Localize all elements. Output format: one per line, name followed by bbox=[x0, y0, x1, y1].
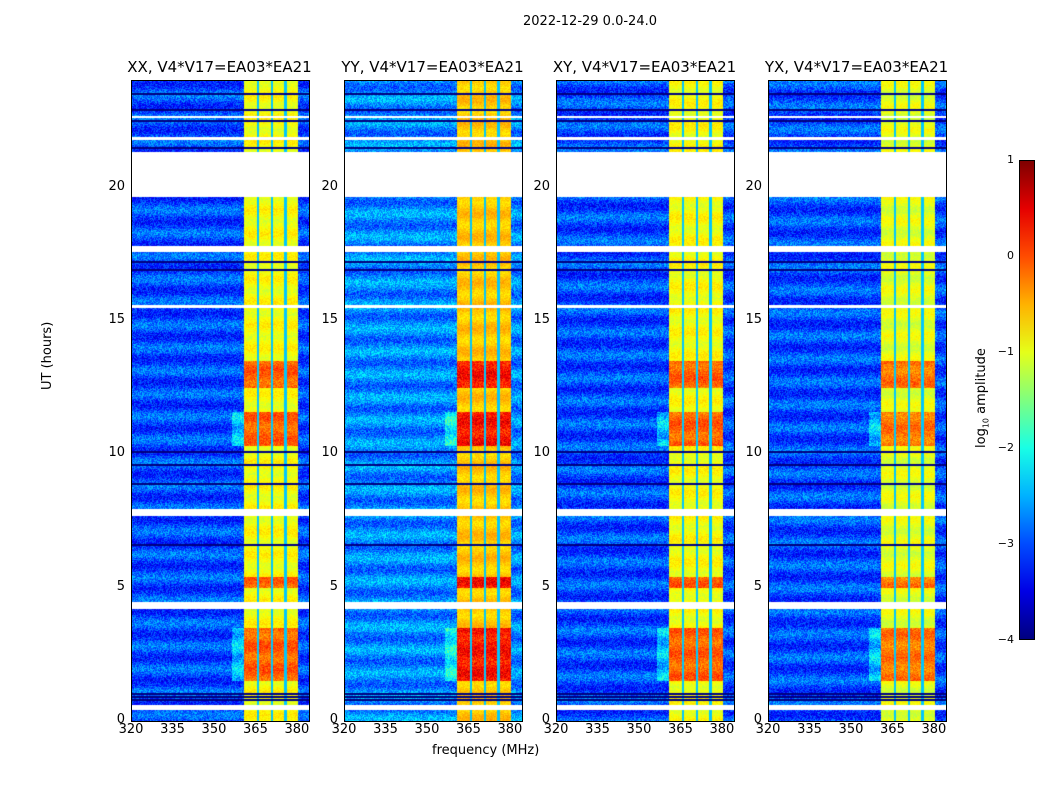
y-tick-label: 10 bbox=[108, 445, 125, 461]
x-tick-label: 335 bbox=[373, 722, 398, 737]
panel-title: YY, V4*V17=EA03*EA21 bbox=[341, 58, 524, 76]
x-tick-label: 365 bbox=[456, 722, 481, 737]
panel-title: XY, V4*V17=EA03*EA21 bbox=[552, 58, 737, 76]
panel-2: XY, V4*V17=EA03*EA21 0 5 10 15 20 320 335 350 365… bbox=[533, 58, 736, 737]
colorbar-tick-label: 1 bbox=[1007, 153, 1014, 166]
spectrogram-heatmap bbox=[556, 80, 735, 722]
x-tick-label: 320 bbox=[331, 722, 357, 737]
y-tick-label: 5 bbox=[329, 578, 338, 594]
y-tick-label: 10 bbox=[533, 445, 550, 461]
spectrogram-heatmap bbox=[344, 80, 523, 722]
y-tick-label: 0 bbox=[753, 712, 762, 727]
y-axis-label: UT (hours) bbox=[40, 321, 55, 390]
colorbar-tick-label: −1 bbox=[997, 345, 1014, 358]
colorbar bbox=[1019, 160, 1035, 640]
colorbar-tick-label: 0 bbox=[1007, 249, 1014, 262]
y-tick-label: 15 bbox=[533, 312, 550, 327]
colorbar-tick-label: −2 bbox=[997, 441, 1014, 454]
y-tick-label: 5 bbox=[541, 578, 550, 594]
panel-1: YY, V4*V17=EA03*EA21 0 5 10 15 20 320 335 350 365… bbox=[321, 58, 523, 737]
colorbar-tick-label: −4 bbox=[997, 633, 1014, 646]
y-tick-label: 20 bbox=[745, 178, 762, 194]
panel-title: YX, V4*V17=EA03*EA21 bbox=[764, 58, 949, 76]
colorbar-label: log10 amplitude bbox=[974, 348, 991, 448]
colorbar-tick-label: −3 bbox=[997, 537, 1014, 550]
y-tick-label: 15 bbox=[745, 312, 762, 327]
y-tick-label: 10 bbox=[321, 445, 338, 461]
y-tick-label: 15 bbox=[321, 312, 338, 327]
y-tick-label: 15 bbox=[108, 312, 125, 327]
x-tick-label: 365 bbox=[243, 722, 268, 737]
figure-title: 2022-12-29 0.0-24.0 bbox=[523, 14, 657, 29]
x-tick-label: 320 bbox=[543, 722, 569, 737]
x-tick-label: 380 bbox=[921, 722, 947, 737]
x-tick-label: 350 bbox=[626, 722, 652, 737]
y-tick-label: 20 bbox=[533, 178, 550, 194]
x-tick-label: 335 bbox=[585, 722, 610, 737]
x-tick-label: 365 bbox=[668, 722, 693, 737]
spectrogram-heatmap bbox=[131, 80, 310, 722]
x-tick-label: 335 bbox=[797, 722, 822, 737]
x-tick-label: 380 bbox=[497, 722, 523, 737]
x-tick-label: 335 bbox=[160, 722, 185, 737]
x-tick-label: 350 bbox=[414, 722, 440, 737]
y-tick-label: 20 bbox=[108, 178, 125, 194]
x-axis-label: frequency (MHz) bbox=[432, 743, 540, 758]
y-tick-label: 5 bbox=[753, 578, 762, 594]
x-tick-label: 320 bbox=[118, 722, 144, 737]
spectrogram-heatmap bbox=[768, 80, 947, 722]
panel-0: XX, V4*V17=EA03*EA21 0 5 10 15 20 320 335 350 365… bbox=[108, 58, 311, 737]
x-tick-label: 380 bbox=[709, 722, 735, 737]
x-tick-label: 320 bbox=[755, 722, 781, 737]
x-tick-label: 380 bbox=[284, 722, 310, 737]
y-tick-label: 0 bbox=[116, 712, 125, 727]
y-tick-label: 10 bbox=[745, 445, 762, 461]
x-tick-label: 365 bbox=[880, 722, 905, 737]
x-tick-label: 350 bbox=[838, 722, 864, 737]
y-tick-label: 5 bbox=[116, 578, 125, 594]
y-tick-label: 20 bbox=[321, 178, 338, 194]
y-tick-label: 0 bbox=[329, 712, 338, 727]
y-tick-label: 0 bbox=[541, 712, 550, 727]
x-tick-label: 350 bbox=[201, 722, 227, 737]
panel-title: XX, V4*V17=EA03*EA21 bbox=[127, 58, 312, 76]
panel-3: YX, V4*V17=EA03*EA21 0 5 10 15 20 320 335 350 365… bbox=[745, 58, 948, 737]
